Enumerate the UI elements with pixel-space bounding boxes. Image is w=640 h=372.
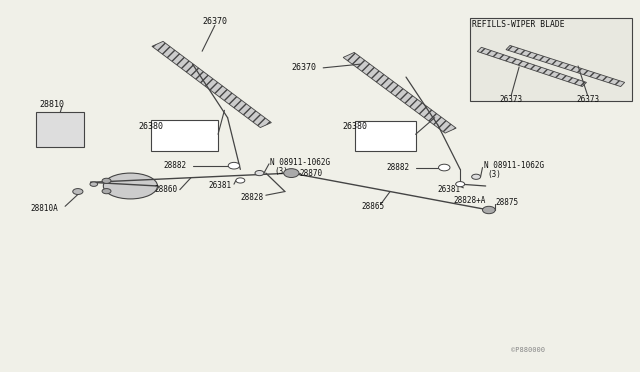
Text: 28875: 28875 (495, 198, 518, 207)
Circle shape (236, 178, 245, 183)
Text: 26381: 26381 (209, 182, 232, 190)
Text: 26373: 26373 (576, 95, 599, 104)
Bar (36, 112, 84, 147)
Text: (3): (3) (488, 170, 502, 179)
Polygon shape (152, 41, 271, 128)
Circle shape (284, 169, 299, 177)
Polygon shape (506, 45, 625, 87)
Text: 28828: 28828 (241, 193, 264, 202)
Text: 28882: 28882 (164, 161, 187, 170)
Text: 26380: 26380 (138, 122, 163, 131)
Text: REFILLS-WIPER BLADE: REFILLS-WIPER BLADE (472, 20, 564, 29)
Circle shape (228, 162, 240, 169)
Text: 26381: 26381 (438, 185, 461, 194)
Text: 26370: 26370 (202, 17, 227, 26)
Circle shape (438, 164, 450, 171)
Bar (151, 119, 218, 151)
Circle shape (255, 170, 264, 176)
Circle shape (483, 206, 495, 214)
Text: ©P880000: ©P880000 (511, 347, 545, 353)
Circle shape (456, 182, 465, 187)
Text: 28810: 28810 (40, 100, 65, 109)
Text: 28828+A: 28828+A (454, 196, 486, 205)
Circle shape (472, 174, 481, 179)
Text: 28810A: 28810A (30, 203, 58, 213)
Circle shape (102, 189, 111, 194)
Text: N 08911-1062G: N 08911-1062G (484, 161, 544, 170)
Text: 26380: 26380 (342, 122, 367, 131)
Ellipse shape (103, 173, 157, 199)
Text: 28870: 28870 (300, 169, 323, 177)
Bar (470, 18, 632, 101)
Bar (355, 121, 415, 151)
Text: 28860: 28860 (154, 185, 177, 194)
Text: 28865: 28865 (362, 202, 385, 211)
Text: N 08911-1062G: N 08911-1062G (270, 157, 330, 167)
Text: 26370: 26370 (292, 63, 317, 72)
Text: 26373: 26373 (500, 95, 523, 104)
Circle shape (73, 189, 83, 195)
Text: 28882: 28882 (387, 163, 410, 172)
Text: (3): (3) (274, 167, 288, 176)
Polygon shape (343, 52, 456, 133)
Circle shape (102, 178, 111, 183)
Circle shape (90, 182, 98, 186)
Polygon shape (477, 47, 586, 87)
